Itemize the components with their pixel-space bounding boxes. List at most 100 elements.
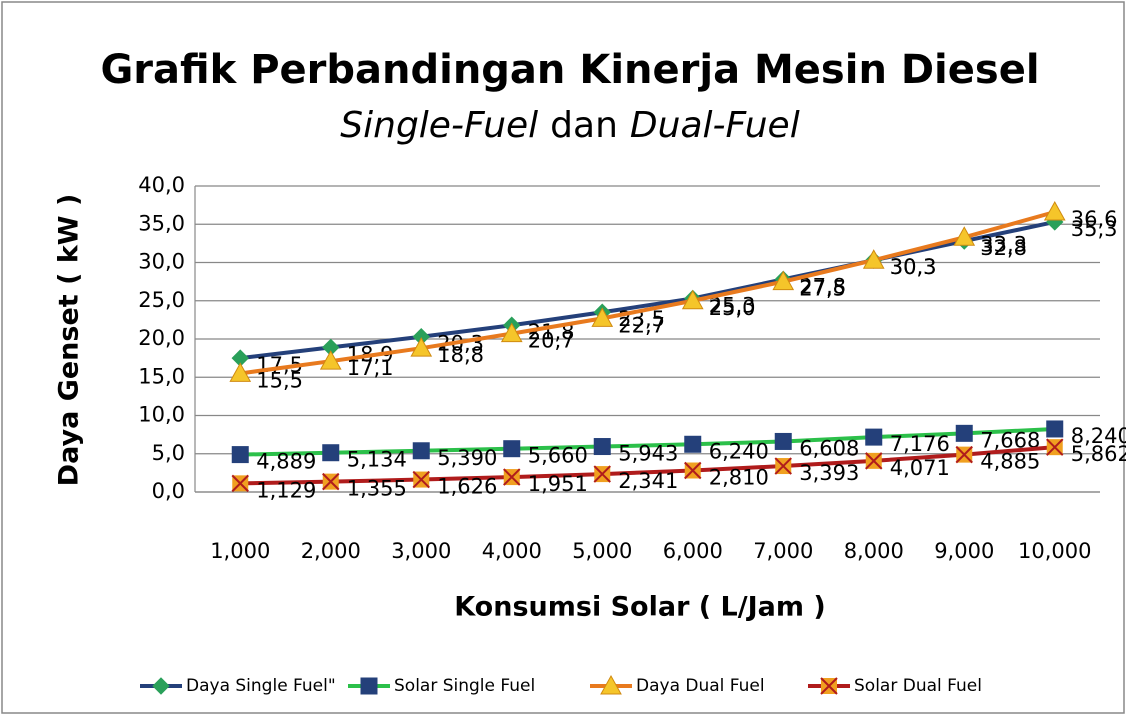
- value-label: 18,8: [437, 343, 484, 367]
- marker: [953, 226, 976, 246]
- value-label: 27,5: [799, 277, 846, 301]
- y-tick-label: 40,0: [138, 173, 185, 197]
- value-label: 25,0: [709, 296, 756, 320]
- marker: [319, 350, 342, 370]
- marker: [503, 468, 521, 486]
- value-label: 5,862: [1071, 442, 1126, 466]
- marker: [152, 677, 170, 695]
- x-tick-label: 10,000: [1018, 539, 1091, 563]
- marker: [322, 444, 340, 462]
- marker: [1046, 438, 1064, 456]
- marker: [1043, 200, 1066, 221]
- marker: [410, 337, 433, 357]
- y-tick-label: 5,0: [152, 441, 185, 465]
- value-label: 5,390: [437, 446, 497, 470]
- value-label: 5,660: [528, 444, 588, 468]
- marker: [862, 249, 885, 269]
- marker: [681, 289, 704, 310]
- legend-label: Daya Dual Fuel: [636, 676, 765, 696]
- subtitle-part: Dual-Fuel: [630, 105, 800, 146]
- value-label: 3,393: [799, 461, 859, 485]
- marker: [865, 452, 883, 470]
- marker-x: [412, 470, 430, 489]
- marker: [772, 270, 795, 291]
- y-tick-label: 35,0: [138, 211, 185, 235]
- value-label: 5,943: [618, 442, 678, 466]
- x-tick-label: 2,000: [301, 539, 361, 563]
- y-tick-label: 20,0: [138, 326, 185, 350]
- value-label: 30,3: [890, 255, 937, 279]
- marker: [820, 677, 838, 695]
- legend-label: Solar Single Fuel: [394, 676, 535, 696]
- y-tick-label: 30,0: [138, 250, 185, 274]
- marker-x: [1046, 438, 1064, 456]
- series-line: [240, 426, 1055, 457]
- marker: [955, 445, 973, 464]
- marker: [774, 432, 792, 450]
- marker-x: [322, 472, 340, 491]
- value-label: 7,176: [890, 432, 950, 456]
- x-tick-label: 7,000: [753, 539, 813, 563]
- y-axis-title: Daya Genset ( kW ): [54, 194, 85, 487]
- series-line: [240, 445, 1055, 486]
- marker: [865, 428, 883, 446]
- value-label: 2,341: [618, 469, 678, 493]
- x-tick-label: 3,000: [391, 539, 451, 563]
- marker: [412, 442, 430, 460]
- marker-x: [503, 468, 521, 486]
- value-label: 17,1: [347, 356, 394, 380]
- value-label: 2,810: [709, 466, 769, 490]
- marker: [231, 446, 249, 464]
- chart-subtitle: Single-Fuel dan Dual-Fuel: [340, 105, 799, 146]
- value-label: 1,951: [528, 472, 588, 496]
- marker: [412, 470, 430, 489]
- marker: [231, 474, 249, 493]
- subtitle-part: Single-Fuel: [340, 105, 538, 146]
- marker: [600, 674, 622, 695]
- marker-x: [774, 457, 792, 475]
- value-label: 4,071: [890, 456, 950, 480]
- x-axis-title: Konsumsi Solar ( L/Jam ): [454, 592, 826, 623]
- marker-x: [593, 465, 611, 483]
- marker-x: [231, 474, 249, 493]
- legend-label: Solar Dual Fuel: [854, 676, 982, 696]
- value-label: 1,129: [256, 478, 316, 502]
- marker-x: [684, 461, 702, 480]
- value-label: 5,134: [347, 448, 407, 472]
- chart-title: Grafik Perbandingan Kinerja Mesin Diesel: [100, 47, 1039, 93]
- marker: [684, 461, 702, 480]
- value-label: 30,3: [890, 255, 937, 279]
- marker: [593, 438, 611, 456]
- value-label: 1,626: [437, 475, 497, 499]
- value-label: 36,6: [1071, 207, 1118, 231]
- x-tick-label: 8,000: [844, 539, 904, 563]
- y-tick-label: 25,0: [138, 288, 185, 312]
- y-tick-label: 15,0: [138, 364, 185, 388]
- marker: [955, 424, 973, 442]
- x-tick-label: 4,000: [482, 539, 542, 563]
- value-label: 8,240: [1071, 424, 1126, 448]
- x-tick-label: 6,000: [663, 539, 723, 563]
- series-line: [239, 210, 1056, 376]
- marker: [591, 307, 614, 327]
- marker: [500, 322, 523, 343]
- marker: [360, 677, 378, 695]
- marker: [503, 440, 521, 458]
- value-label: 4,889: [256, 450, 316, 474]
- x-tick-label: 9,000: [934, 539, 994, 563]
- value-label: 35,3: [1071, 217, 1118, 241]
- value-label: 27,8: [799, 274, 846, 298]
- marker-x: [820, 677, 838, 695]
- value-label: 1,355: [347, 477, 407, 501]
- marker: [229, 362, 252, 382]
- value-label: 20,7: [528, 329, 575, 353]
- x-tick-label: 1,000: [210, 539, 270, 563]
- subtitle-part: dan: [550, 105, 618, 146]
- marker: [593, 465, 611, 483]
- marker: [322, 472, 340, 491]
- marker: [1046, 420, 1064, 438]
- value-label: 6,608: [799, 436, 859, 460]
- marker: [684, 435, 702, 453]
